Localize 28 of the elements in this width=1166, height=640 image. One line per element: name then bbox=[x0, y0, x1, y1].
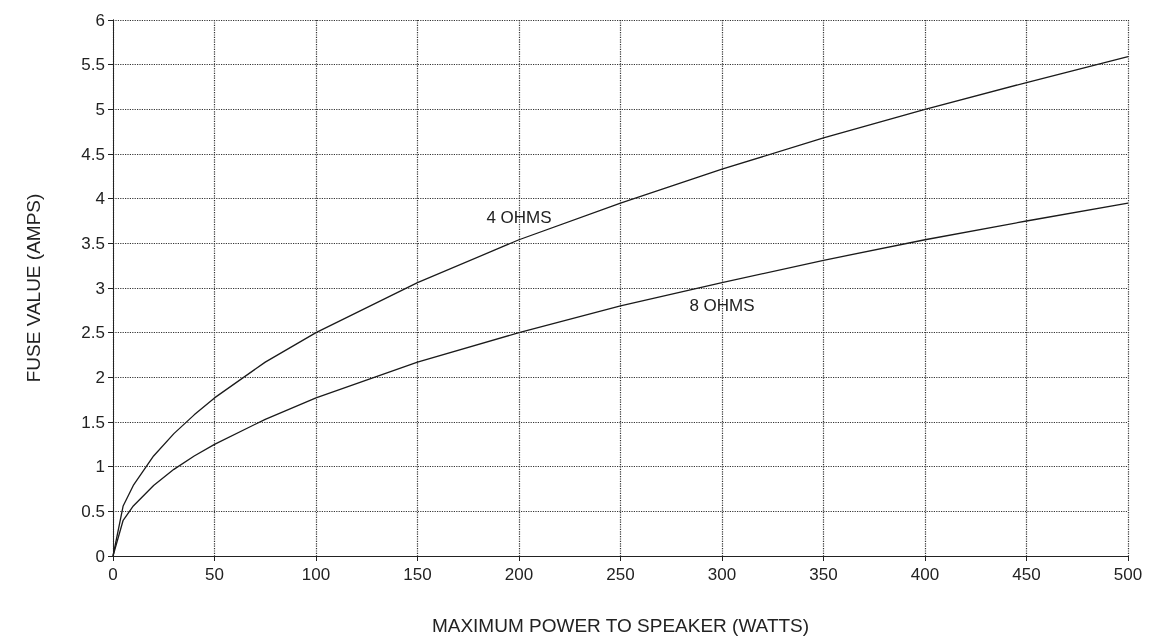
x-tick-label: 500 bbox=[1113, 565, 1143, 584]
y-tick-label: 2.5 bbox=[81, 323, 105, 343]
x-tick-label: 50 bbox=[205, 565, 224, 584]
y-tick-label: 5 bbox=[95, 99, 105, 119]
y-tick-label: 1.5 bbox=[81, 412, 105, 432]
y-axis-title: FUSE VALUE (AMPS) bbox=[23, 193, 44, 383]
x-tick-label: 400 bbox=[910, 565, 940, 584]
y-tick-label: 0 bbox=[95, 546, 105, 566]
x-tick-label: 150 bbox=[403, 565, 432, 584]
y-tick-label: 4.5 bbox=[81, 144, 105, 164]
y-tick-label: 0.5 bbox=[81, 501, 105, 521]
y-tick-label: 4 bbox=[95, 189, 105, 209]
y-tick-label: 1 bbox=[95, 457, 105, 477]
y-tick-label: 3.5 bbox=[81, 233, 105, 253]
y-tick-label: 3 bbox=[95, 278, 105, 298]
y-tick-label: 2 bbox=[95, 367, 105, 387]
x-tick-label: 300 bbox=[707, 565, 737, 584]
x-tick-label: 250 bbox=[606, 565, 635, 584]
x-tick-label: 350 bbox=[809, 565, 838, 584]
x-axis-title: MAXIMUM POWER TO SPEAKER (WATTS) bbox=[431, 615, 810, 636]
x-tick-label: 100 bbox=[301, 565, 331, 584]
y-tick-label: 6 bbox=[95, 10, 105, 30]
x-tick-label: 450 bbox=[1012, 565, 1041, 584]
y-tick-label: 5.5 bbox=[81, 55, 105, 75]
x-tick-label: 0 bbox=[108, 565, 118, 584]
x-tick-label: 200 bbox=[504, 565, 534, 584]
series-label: 4 OHMS bbox=[486, 207, 552, 227]
series-label: 8 OHMS bbox=[689, 295, 755, 315]
